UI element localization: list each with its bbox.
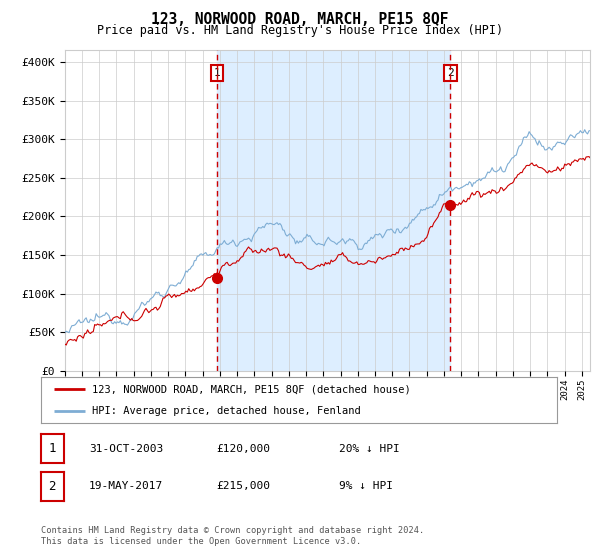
Text: 123, NORWOOD ROAD, MARCH, PE15 8QF (detached house): 123, NORWOOD ROAD, MARCH, PE15 8QF (deta… — [92, 384, 411, 394]
Text: £215,000: £215,000 — [216, 481, 270, 491]
Text: 1: 1 — [49, 442, 56, 455]
Text: Price paid vs. HM Land Registry's House Price Index (HPI): Price paid vs. HM Land Registry's House … — [97, 24, 503, 37]
Text: 1: 1 — [214, 68, 220, 78]
Text: 2: 2 — [49, 479, 56, 493]
Bar — [217, 50, 451, 371]
Text: 19-MAY-2017: 19-MAY-2017 — [89, 481, 163, 491]
Text: 20% ↓ HPI: 20% ↓ HPI — [339, 444, 400, 454]
Text: 123, NORWOOD ROAD, MARCH, PE15 8QF: 123, NORWOOD ROAD, MARCH, PE15 8QF — [151, 12, 449, 27]
Text: 2: 2 — [447, 68, 454, 78]
Text: HPI: Average price, detached house, Fenland: HPI: Average price, detached house, Fenl… — [92, 407, 361, 416]
Text: 9% ↓ HPI: 9% ↓ HPI — [339, 481, 393, 491]
Text: Contains HM Land Registry data © Crown copyright and database right 2024.
This d: Contains HM Land Registry data © Crown c… — [41, 526, 424, 546]
Text: £120,000: £120,000 — [216, 444, 270, 454]
Text: 31-OCT-2003: 31-OCT-2003 — [89, 444, 163, 454]
